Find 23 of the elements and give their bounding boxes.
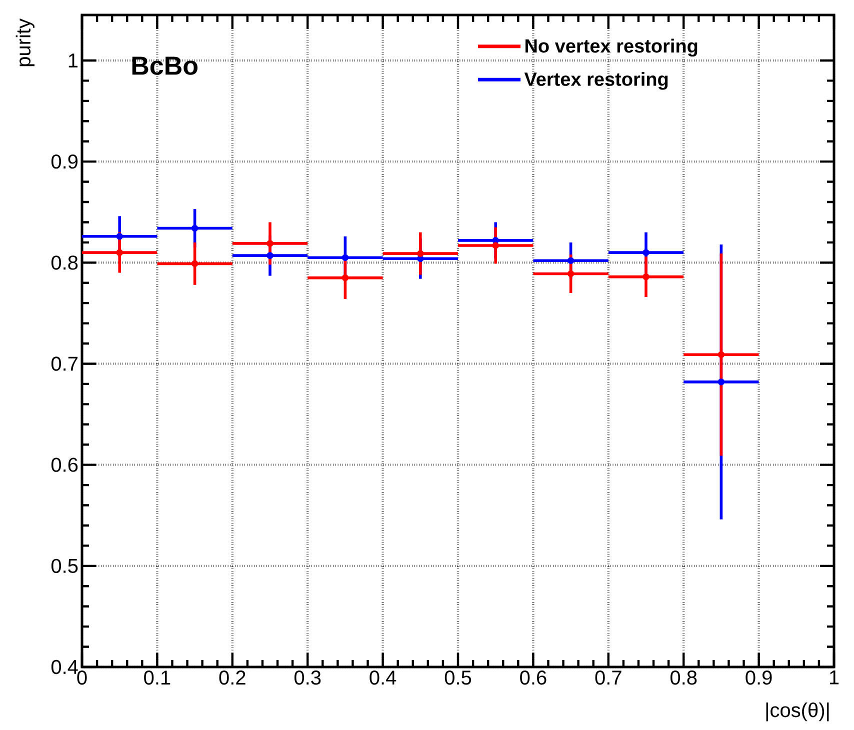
y-tick-label: 1 — [68, 54, 78, 68]
x-tick-label: 0.2 — [219, 670, 246, 685]
y-tick-label: 0.7 — [51, 356, 78, 371]
y-tick-label: 0.9 — [51, 154, 78, 169]
y-axis-title: purity — [16, 18, 34, 66]
x-axis-title: |cos(θ)| — [766, 702, 829, 722]
legend-label: No vertex restoring — [526, 38, 698, 57]
annotation: BcBo — [132, 56, 198, 75]
x-tick-label: 0.4 — [370, 670, 396, 685]
x-tick-label: 0.3 — [294, 670, 321, 685]
y-tick-label: 0.5 — [51, 558, 78, 573]
x-tick-label: 0.8 — [670, 670, 697, 685]
x-tick-label: 0.7 — [595, 670, 622, 685]
x-tick-label: 0 — [77, 670, 87, 685]
x-tick-label: 1 — [830, 670, 839, 684]
legend-label: Vertex restoring — [524, 72, 668, 90]
y-tick-label: 0.6 — [51, 458, 78, 472]
y-tick-label: 0.8 — [51, 256, 78, 270]
x-tick-label: 0.9 — [746, 670, 772, 685]
x-tick-label: 0.5 — [444, 670, 472, 685]
x-tick-label: 0.6 — [520, 670, 546, 685]
y-tick-label: 0.4 — [51, 660, 78, 674]
x-tick-label: 0.1 — [144, 670, 170, 685]
